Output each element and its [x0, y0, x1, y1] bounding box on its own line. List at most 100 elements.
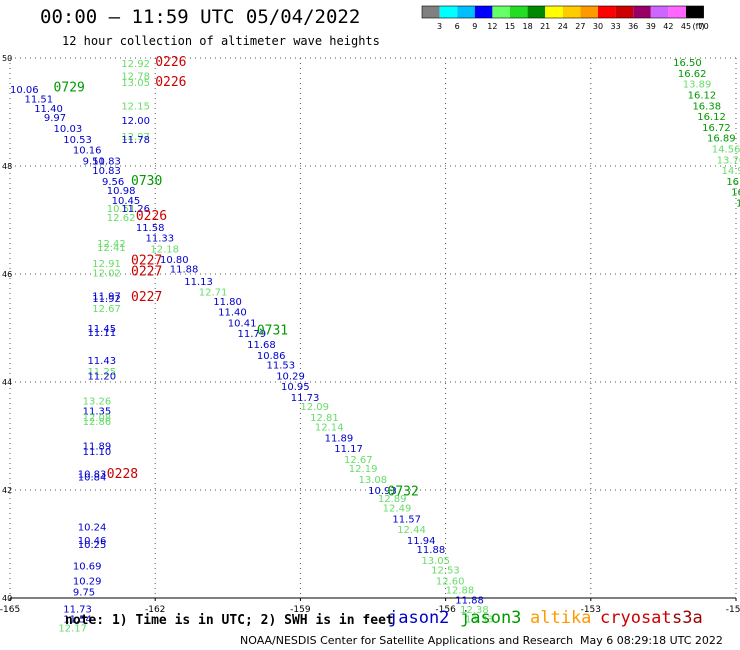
- swh-label: 10.93: [368, 486, 397, 497]
- swh-label: 11.73: [63, 605, 92, 616]
- x-tick-label: -162: [145, 605, 165, 615]
- colorbar-swatch: [580, 6, 598, 18]
- chart-subtitle: 12 hour collection of altimeter wave hei…: [62, 34, 380, 48]
- swh-label: 11.83: [92, 156, 121, 167]
- swh-label: 13.89: [683, 80, 712, 91]
- grid-lines: [9, 57, 737, 599]
- colorbar-label: 33: [611, 22, 621, 31]
- swh-label: 11.57: [392, 514, 421, 525]
- swh-label: 10.41: [228, 318, 257, 329]
- swh-label: 12.81: [310, 413, 339, 424]
- swh-label: 12.71: [199, 288, 228, 299]
- swh-label: 16.62: [678, 69, 707, 80]
- colorbar-swatch: [650, 6, 669, 18]
- swh-label: 10.80: [160, 255, 189, 266]
- swh-label: 11.88: [455, 595, 484, 606]
- swh-label: 11.26: [121, 204, 150, 215]
- swh-label: 11.43: [87, 356, 116, 367]
- colorbar-label: 45: [681, 22, 691, 31]
- x-tick-label: -156: [435, 605, 456, 615]
- swh-label: 11.20: [87, 371, 116, 382]
- colorbar-label: 21: [540, 22, 550, 31]
- swh-label: 11.92: [92, 294, 121, 305]
- swh-label: 16.75: [731, 188, 740, 199]
- swh-label: 11.79: [237, 329, 266, 340]
- swh-label: 10.51: [107, 204, 136, 215]
- data-labels: 12.9212.7813.0512.1512.0012.9711.7810.06…: [10, 55, 740, 634]
- generated-timestamp: May 6 08:29:18 UTC 2022: [580, 634, 723, 647]
- swh-label: 16.12: [688, 91, 717, 102]
- colorbar-swatch: [562, 6, 581, 18]
- colorbar-label: 18: [523, 22, 533, 31]
- colorbar-label: 30: [593, 22, 603, 31]
- y-tick-label: 50: [2, 54, 12, 63]
- colorbar-swatch: [422, 6, 440, 18]
- time-label: 0731: [257, 323, 288, 338]
- swh-label: 16.50: [673, 58, 702, 69]
- swh-label: 11.40: [218, 308, 247, 319]
- swh-label: 12.19: [349, 464, 378, 475]
- swh-label: 16.72: [702, 123, 731, 134]
- swh-label: 12.14: [315, 423, 344, 434]
- colorbar-unit: (ft): [693, 22, 705, 31]
- swh-label: 10.06: [10, 85, 39, 96]
- swh-label: 12.49: [383, 504, 412, 515]
- swh-label: 10.95: [281, 382, 310, 393]
- swh-label: 9.50: [83, 156, 105, 167]
- y-tick-label: 46: [2, 270, 12, 279]
- swh-label: 12.02: [92, 269, 121, 280]
- swh-label: 10.84: [78, 472, 107, 483]
- x-tick-label: -159: [290, 605, 311, 615]
- swh-label: 9.56: [102, 177, 124, 188]
- swh-label: 10.83: [92, 166, 121, 177]
- y-tick-label: 42: [2, 486, 12, 495]
- colorbar-label: 15: [505, 22, 515, 31]
- swh-label: 10.24: [78, 523, 107, 534]
- swh-label: 10.86: [257, 351, 286, 362]
- swh-label: 12.44: [397, 525, 426, 536]
- colorbar-swatch: [527, 6, 546, 18]
- time-label: 0227: [131, 253, 162, 268]
- legend-cryosat: cryosat: [600, 608, 672, 628]
- swh-label: 13.70: [717, 155, 740, 166]
- swh-label: 12.92: [121, 59, 150, 70]
- colorbar-label: 3: [437, 22, 442, 31]
- swh-label: 11.89: [325, 433, 354, 444]
- swh-label: 11.73: [291, 393, 320, 404]
- swh-label: 12.91: [92, 259, 121, 270]
- swh-label: 9.97: [44, 113, 66, 124]
- colorbar-label: 36: [628, 22, 638, 31]
- colorbar-swatch: [668, 6, 686, 18]
- swh-label: 10.53: [63, 135, 92, 146]
- swh-label: 11.78: [121, 135, 150, 146]
- swh-label: 11.88: [417, 545, 446, 556]
- legend-jason2: jason2: [388, 608, 450, 628]
- swh-label: 11.40: [34, 104, 63, 115]
- swh-label: 12.00: [121, 116, 150, 127]
- swh-label: 13.05: [421, 556, 450, 567]
- swh-label: 10.98: [107, 186, 136, 197]
- colorbar-label: 12: [487, 22, 497, 31]
- colorbar-label: 42: [663, 22, 673, 31]
- x-tick-label: -150: [726, 605, 740, 615]
- swh-label: 12.09: [300, 402, 329, 413]
- time-label: 0732: [388, 484, 419, 499]
- swh-label: 11.68: [247, 340, 276, 351]
- swh-label: 12.08: [83, 413, 112, 424]
- colorbar-swatch: [633, 6, 651, 18]
- swh-label: 10.29: [276, 371, 305, 382]
- legend-altika: altika: [530, 608, 592, 628]
- swh-label: 14.98: [721, 166, 740, 177]
- colorbar-swatch: [598, 6, 616, 18]
- swh-label: 11.88: [170, 264, 199, 275]
- time-label: 0228: [107, 467, 138, 482]
- swh-label: 11.54: [63, 614, 92, 625]
- time-label: 0226: [155, 55, 186, 70]
- swh-label: 11.97: [92, 291, 121, 302]
- swh-label: 13.26: [83, 397, 112, 408]
- swh-label: 11.80: [213, 297, 242, 308]
- swh-label: 11.13: [184, 277, 213, 288]
- swh-label: 12.17: [58, 623, 87, 634]
- colorbar: 3 6 9 12 15 18 21 24 27 30 33 36 39 42 45 70(ft): [421, 5, 709, 31]
- swh-label: 10.46: [78, 536, 107, 547]
